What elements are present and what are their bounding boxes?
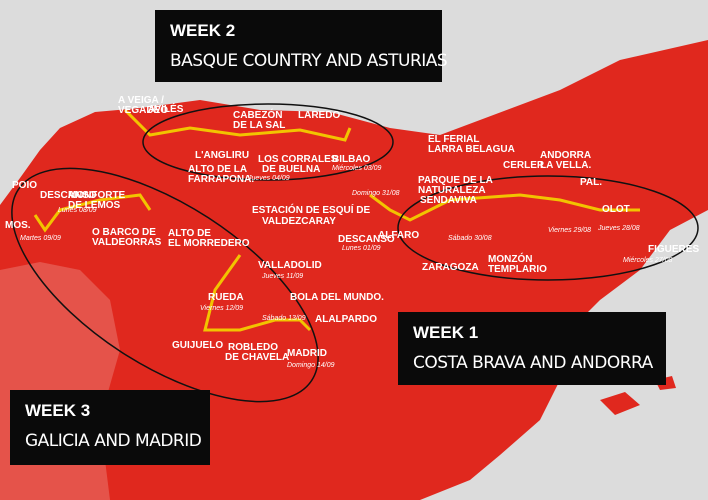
place-label: DESCANSO: [338, 234, 395, 245]
week-ellipses: [11, 103, 699, 403]
week-box: [155, 10, 442, 82]
place-label: DE CHAVELA: [225, 352, 289, 363]
week-title: WEEK 2: [170, 21, 235, 40]
stage-date: Miércoles 27/08: [623, 257, 673, 264]
week-box: [10, 390, 210, 465]
place-label: LARRA BELAGUA: [428, 144, 515, 155]
place-label: ALTO DE LA: [188, 164, 247, 175]
stage-date: Jueves 28/08: [597, 225, 640, 232]
place-label: FIGUERES: [648, 244, 699, 255]
place-label: POIO: [12, 180, 37, 191]
stage-date: Sábado 30/08: [448, 235, 492, 242]
place-label: DE LEMOS: [68, 200, 121, 211]
place-label: ZARAGOZA: [422, 262, 479, 273]
place-label: ALALPARDO: [315, 314, 377, 325]
stage-date: Domingo 14/09: [287, 362, 335, 369]
place-label: NATURALEZA: [418, 185, 486, 196]
place-label: CABEZÓN: [233, 108, 282, 121]
place-label: LOS CORRALES: [258, 154, 338, 165]
place-label: BOLA DEL MUNDO.: [290, 292, 384, 303]
stage-date: Viernes 29/08: [548, 227, 591, 234]
stage-date: Viernes 12/09: [200, 305, 243, 312]
stage-date: Miércoles 03/09: [332, 165, 382, 172]
place-label: BILBAO: [332, 154, 371, 165]
place-label: O BARCO DE: [92, 227, 156, 238]
stage-date: Lunes 01/09: [342, 245, 381, 252]
week-subtitle: BASQUE COUNTRY AND ASTURIAS: [170, 51, 447, 71]
stage-date: Martes 09/09: [20, 235, 61, 242]
place-label: FARRAPONA.: [188, 174, 254, 185]
place-label: LAREDO: [298, 110, 340, 121]
place-label: MOS.: [5, 220, 31, 231]
place-label: TEMPLARIO: [488, 264, 547, 275]
stage-date: Sábado 13/09: [262, 315, 306, 322]
place-label: A VEIGA /: [118, 95, 164, 106]
week-subtitle: COSTA BRAVA AND ANDORRA: [413, 353, 654, 373]
place-label: ROBLEDO: [228, 342, 278, 353]
place-label: L'ANGLIRU: [195, 150, 249, 161]
place-label: VALDEORRAS: [92, 237, 162, 248]
place-label: RUEDA: [208, 292, 244, 303]
place-label: VALLADOLID: [258, 260, 322, 271]
place-label: DESCANSO: [40, 190, 97, 201]
place-label: ALFARO: [378, 230, 419, 241]
place-label: SENDAVIVA: [420, 195, 477, 206]
place-label: PAL.: [580, 177, 602, 188]
route: [33, 108, 640, 332]
place-label: GUIJUELO: [172, 340, 223, 351]
place-label: MONZÓN: [488, 252, 532, 265]
stage-date: Jueves 11/09: [261, 273, 303, 280]
week-title: WEEK 3: [25, 401, 90, 420]
place-label: VEGADEO: [118, 105, 168, 116]
place-label: ANDORRA: [540, 150, 591, 161]
place-label: AVILÉS: [148, 102, 184, 115]
place-label: ALTO DE: [168, 228, 211, 239]
place-label: EL MORREDERO: [168, 238, 250, 249]
place-label: EL FERIAL: [428, 134, 479, 145]
place-label: CERLER: [503, 160, 545, 171]
place-label: MADRID: [287, 348, 327, 359]
stage-date: Lunes 08/09: [58, 207, 97, 214]
stage-date: Jueves 04/09: [247, 175, 290, 182]
islands: [600, 376, 676, 415]
place-label: ESTACIÓN DE ESQUÍ DE: [252, 203, 370, 216]
place-label: MONFORTE: [68, 190, 126, 201]
week-title: WEEK 1: [413, 323, 478, 342]
place-label: DE LA SAL: [233, 120, 285, 131]
place-label: DE BUELNA: [262, 164, 320, 175]
place-label: VALDEZCARAY: [262, 216, 336, 227]
week-subtitle: GALICIA AND MADRID: [25, 431, 202, 451]
week-box: [398, 312, 666, 385]
place-label: OLOT: [602, 204, 630, 215]
stage-date: Domingo 31/08: [352, 190, 400, 197]
place-label: PARQUE DE LA: [418, 175, 493, 186]
place-label: LA VELLA.: [540, 160, 592, 171]
